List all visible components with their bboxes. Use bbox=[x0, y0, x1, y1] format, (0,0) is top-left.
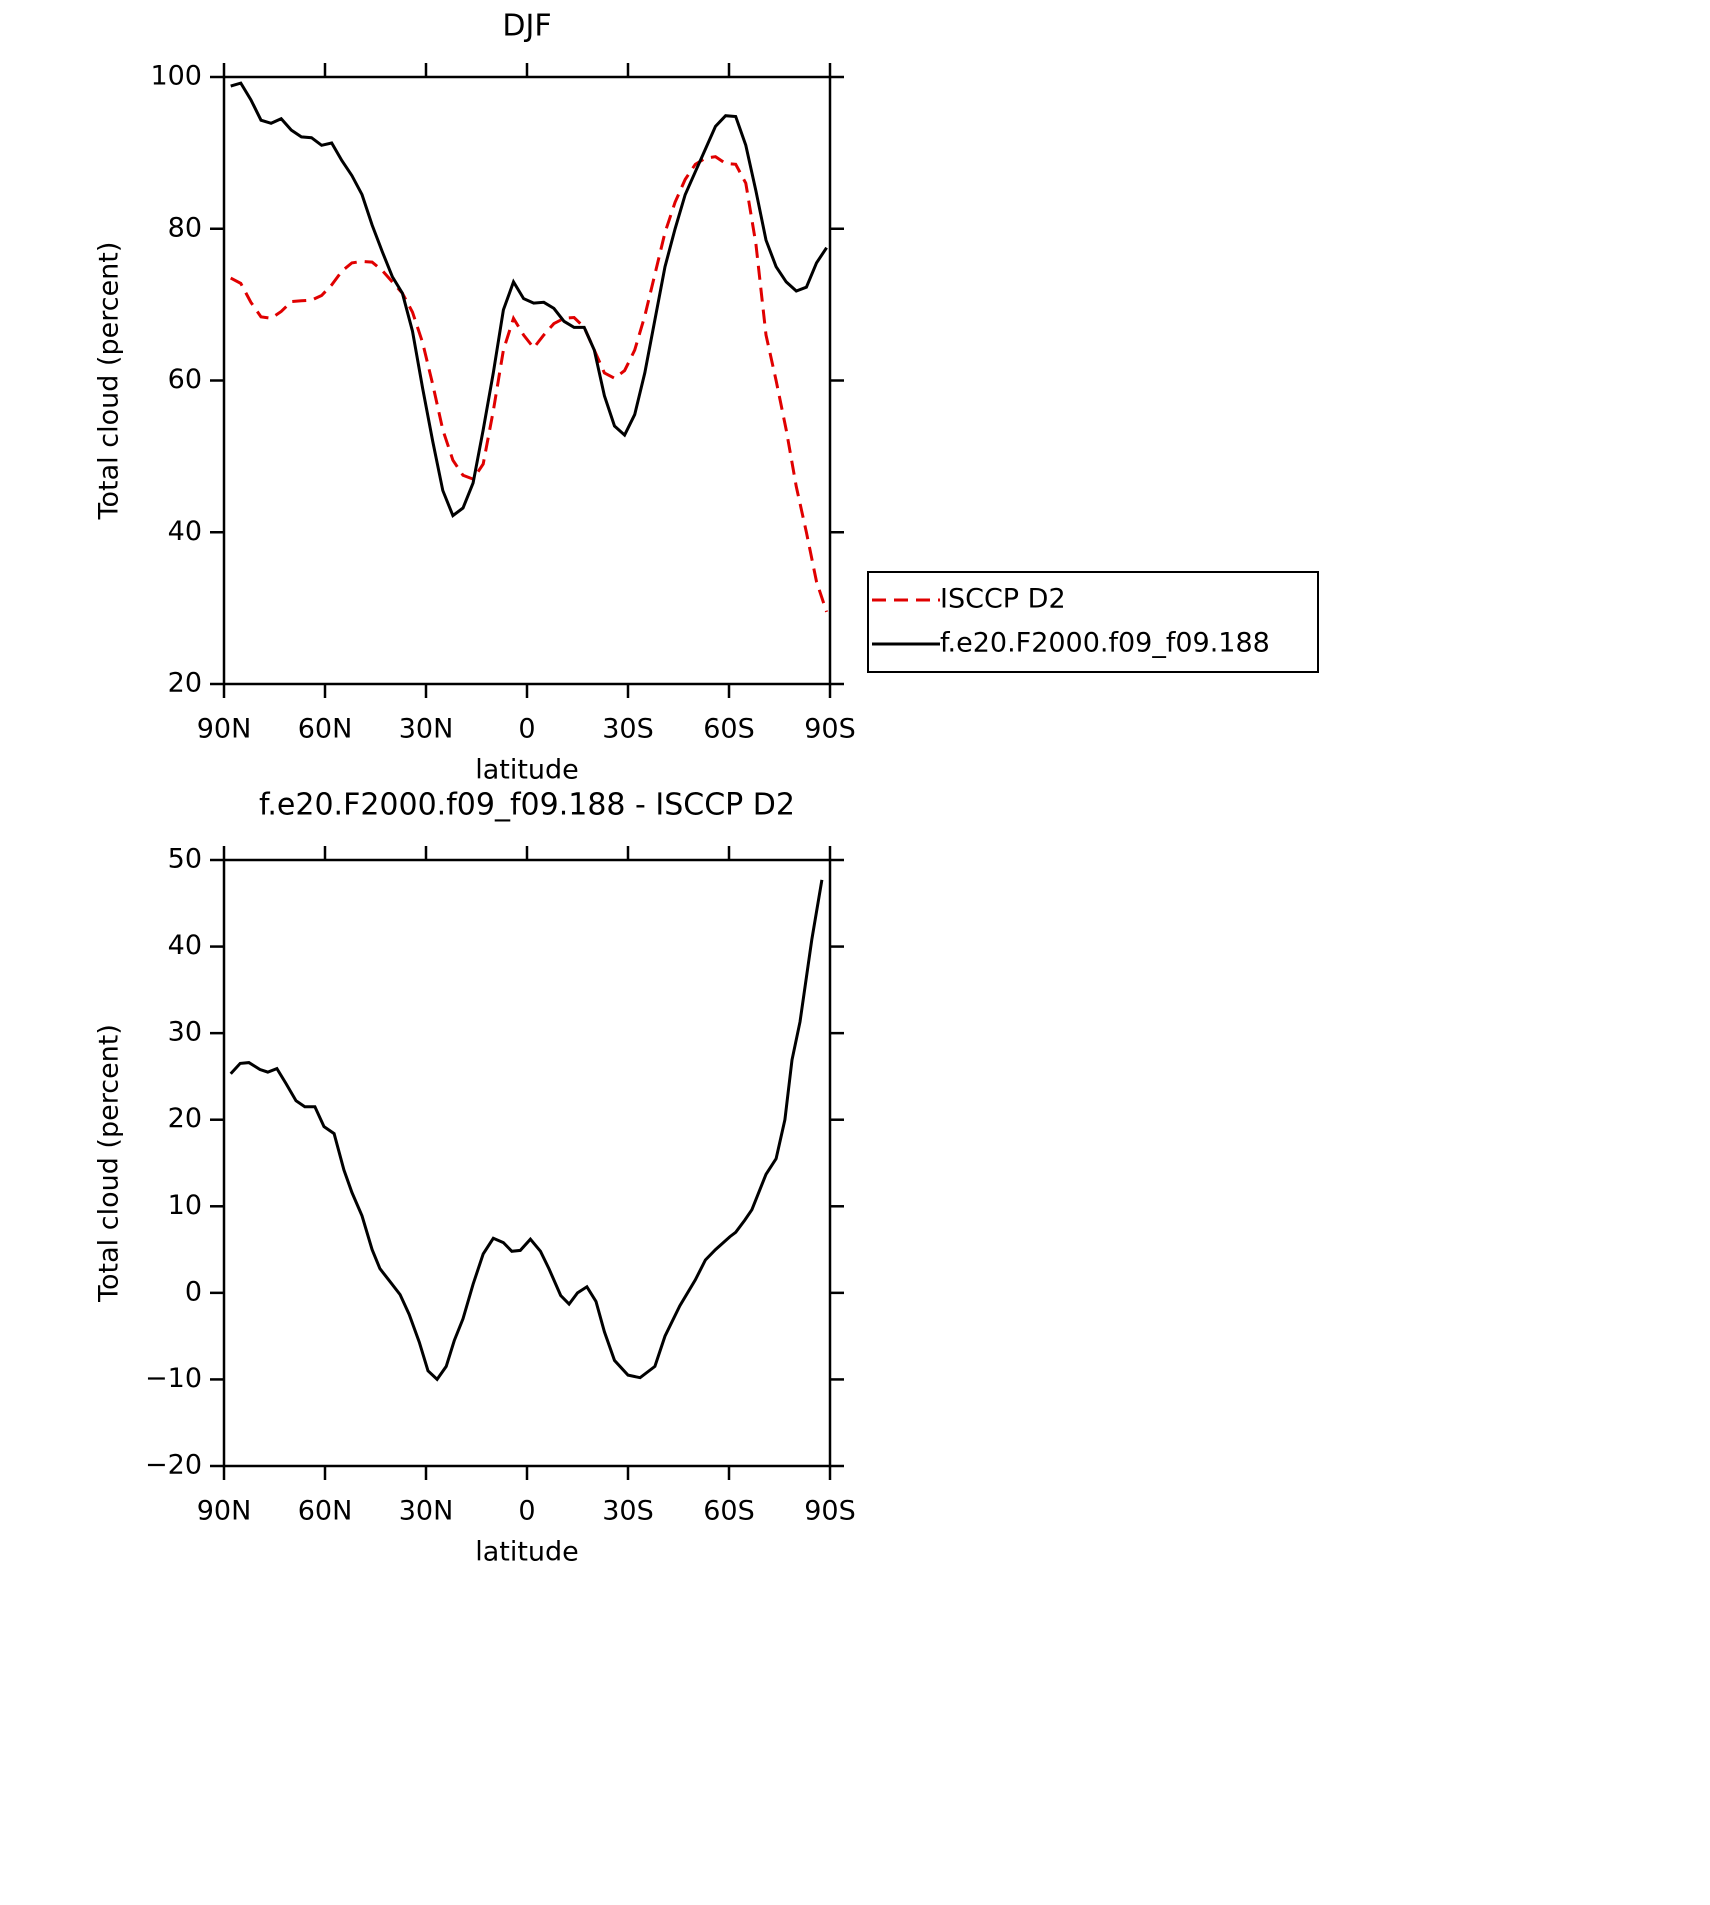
y-tick-label: 50 bbox=[168, 844, 202, 875]
y-tick-label: −10 bbox=[145, 1363, 202, 1394]
y-tick-label: 10 bbox=[168, 1190, 202, 1221]
chart-title: f.e20.F2000.f09_f09.188 - ISCCP D2 bbox=[259, 788, 795, 823]
y-tick-label: 40 bbox=[168, 930, 202, 961]
x-tick-label: 90N bbox=[197, 1496, 252, 1527]
data-line bbox=[230, 81, 828, 518]
legend-label: f.e20.F2000.f09_f09.188 bbox=[940, 628, 1270, 659]
plot-frame bbox=[222, 858, 832, 1468]
y-axis-label: Total cloud (percent) bbox=[94, 1024, 125, 1303]
data-line bbox=[229, 879, 824, 1382]
x-tick-label: 60N bbox=[298, 1496, 353, 1527]
y-tick-label: 20 bbox=[168, 1103, 202, 1134]
x-tick-label: 30N bbox=[399, 1496, 454, 1527]
x-axis-label: latitude bbox=[475, 755, 579, 786]
data-line bbox=[230, 155, 829, 613]
x-tick-label: 90N bbox=[197, 714, 252, 745]
legend-box bbox=[867, 571, 1319, 673]
y-tick-label: −20 bbox=[145, 1450, 202, 1481]
y-tick-label: 80 bbox=[168, 212, 202, 243]
x-tick-label: 0 bbox=[518, 714, 535, 745]
x-tick-label: 60S bbox=[703, 714, 755, 745]
y-tick-label: 100 bbox=[150, 61, 202, 92]
y-tick-label: 0 bbox=[185, 1276, 202, 1307]
x-axis-label: latitude bbox=[475, 1537, 579, 1568]
x-tick-label: 90S bbox=[804, 1496, 856, 1527]
chart-title: DJF bbox=[502, 9, 551, 44]
x-tick-label: 60S bbox=[703, 1496, 755, 1527]
x-tick-label: 30S bbox=[602, 714, 654, 745]
y-tick-label: 40 bbox=[168, 516, 202, 547]
x-tick-label: 30N bbox=[399, 714, 454, 745]
y-tick-label: 30 bbox=[168, 1017, 202, 1048]
y-tick-label: 60 bbox=[168, 364, 202, 395]
x-tick-label: 60N bbox=[298, 714, 353, 745]
x-tick-label: 90S bbox=[804, 714, 856, 745]
x-tick-label: 0 bbox=[518, 1496, 535, 1527]
x-tick-label: 30S bbox=[602, 1496, 654, 1527]
y-tick-label: 20 bbox=[168, 668, 202, 699]
legend-label: ISCCP D2 bbox=[940, 584, 1066, 615]
y-axis-label: Total cloud (percent) bbox=[94, 242, 125, 521]
